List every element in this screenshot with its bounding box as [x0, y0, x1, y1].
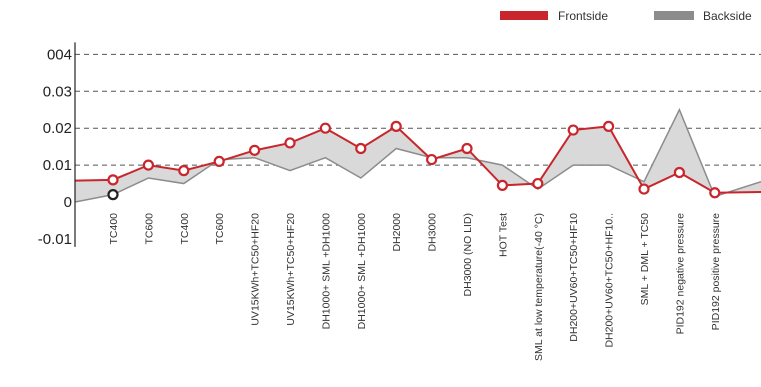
x-tick-label: DH1000+ SML +DH1000	[320, 213, 332, 330]
x-tick-label: DH2000	[391, 213, 403, 252]
x-tick-label: TC600	[143, 213, 155, 245]
y-tick-label: 0.01	[43, 157, 72, 174]
frontside-point	[567, 124, 579, 136]
x-tick-label: DH3000	[427, 213, 439, 252]
series-markers	[107, 120, 721, 201]
frontside-point	[249, 144, 261, 156]
frontside-point	[390, 120, 402, 132]
x-tick-label: TC600	[214, 213, 226, 245]
y-tick-label: 0.03	[43, 83, 72, 100]
x-tick-label: SML at low temperature(-40 °C)	[533, 213, 545, 361]
x-axis: TC400 TC600 TC400 TC600 UV15KWh+TC50+HF20 UV1…	[108, 213, 722, 361]
frontside-point	[426, 153, 438, 166]
frontside-point	[496, 179, 508, 191]
legend-swatch-backside	[654, 11, 694, 20]
x-tick-label: PID192 negative pressure	[674, 213, 686, 335]
x-tick-label: HOT Test	[497, 213, 509, 257]
x-tick-label: DH200+UV60+TC50+HF10	[568, 213, 580, 342]
legend: Frontside Backside	[500, 9, 752, 23]
y-axis: 004 0.03 0.02 0.01 0 -0.01	[38, 42, 76, 248]
x-tick-label: SML + DML + TC50	[639, 213, 651, 306]
x-tick-label: TC400	[179, 213, 191, 245]
x-tick-label: DH200+UV60+TC50+HF10..	[604, 213, 616, 348]
x-tick-label: UV15KWh+TC50+HF20	[285, 213, 297, 326]
frontside-point	[284, 137, 296, 149]
y-tick-label: 0	[64, 194, 72, 211]
frontside-point	[142, 159, 154, 171]
frontside-point	[319, 122, 331, 134]
x-tick-label: TC400	[108, 213, 120, 245]
x-tick-label: PID192 positive pressure	[710, 213, 722, 330]
frontside-point	[638, 183, 650, 195]
x-tick-label: UV15KWh+TC50+HF20	[250, 213, 262, 326]
legend-label-frontside: Frontside	[558, 9, 608, 23]
frontside-point	[461, 142, 473, 155]
frontside-point	[709, 187, 721, 199]
y-tick-label: -0.01	[38, 231, 72, 248]
legend-swatch-frontside	[500, 11, 548, 20]
x-tick-label: DH1000+ SML +DH1000	[356, 213, 368, 330]
backside-highlight-point	[107, 189, 119, 201]
frontside-point	[107, 174, 119, 186]
series-line-frontside	[74, 125, 761, 194]
frontside-point	[673, 166, 686, 179]
series-lines	[74, 107, 761, 203]
frontside-point	[213, 155, 225, 168]
frontside-point	[178, 165, 190, 177]
frontside-point	[355, 142, 367, 155]
frontside-point	[602, 120, 615, 132]
gridlines	[75, 53, 761, 166]
fill-between-band	[75, 109, 761, 202]
frontside-point	[532, 177, 544, 190]
y-tick-label: 0.02	[43, 120, 72, 137]
band-area	[75, 109, 761, 202]
x-tick-label: DH3000 (NO LID)	[462, 213, 474, 296]
y-tick-label: 004	[47, 46, 72, 63]
legend-label-backside: Backside	[703, 9, 752, 23]
